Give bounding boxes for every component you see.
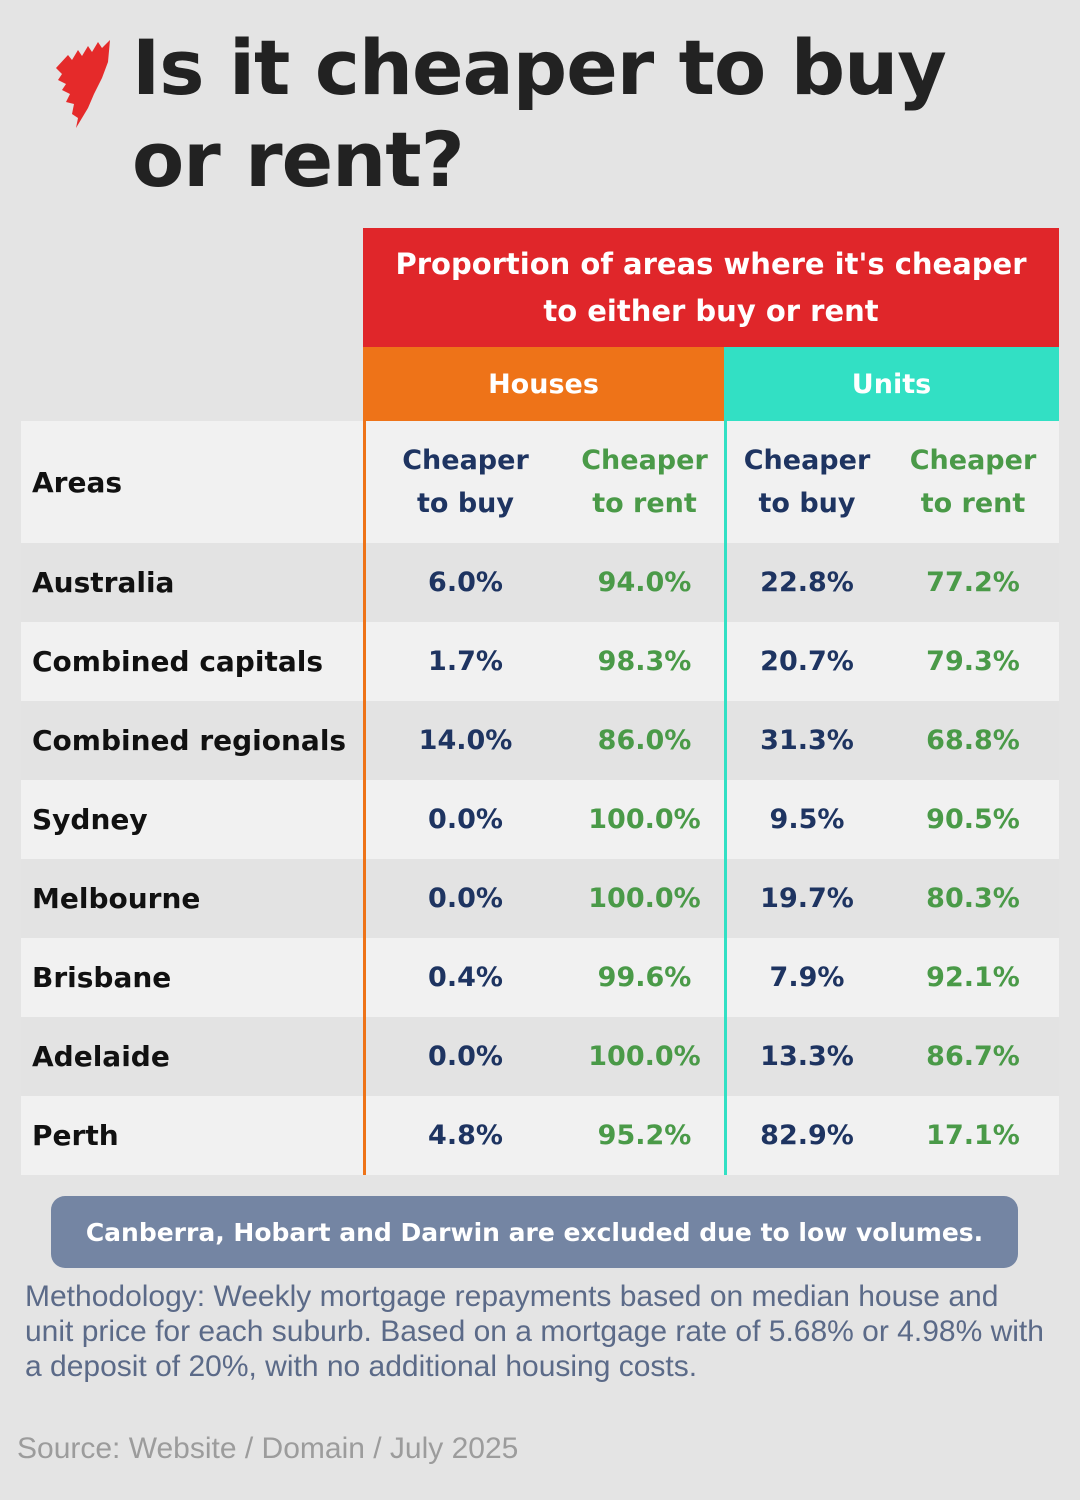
area-name: Brisbane <box>32 961 172 994</box>
units-buy-value: 82.9% <box>724 1096 887 1175</box>
table-header-row: Areas Cheaper to buy Cheaper to rent Cheap… <box>21 421 1059 543</box>
houses-buy-value: 1.7% <box>363 622 565 701</box>
units-buy-value: 9.5% <box>724 780 887 859</box>
column-header-units-buy: Cheaper to buy <box>724 421 887 543</box>
area-name: Perth <box>32 1119 119 1152</box>
houses-buy-value: 4.8% <box>363 1096 565 1175</box>
table-banner: Proportion of areas where it's cheaper t… <box>363 228 1059 347</box>
table-row: Combined capitals 1.7% 98.3% 20.7% 79.3% <box>21 622 1059 701</box>
table-row: Sydney 0.0% 100.0% 9.5% 90.5% <box>21 780 1059 859</box>
houses-rent-value: 95.2% <box>597 1120 692 1151</box>
page-title: Is it cheaper to buy or rent? <box>132 23 947 204</box>
houses-buy-value: 0.0% <box>363 780 565 859</box>
source-text: Source: Website / Domain / July 2025 <box>17 1432 519 1465</box>
houses-rent-value: 100.0% <box>588 883 701 914</box>
area-name: Adelaide <box>32 1040 170 1073</box>
houses-rent-value: 99.6% <box>597 962 692 993</box>
units-rent-value: 86.7% <box>926 1041 1020 1072</box>
units-rent-value: 90.5% <box>926 804 1020 835</box>
column-header-houses-rent: Cheaper to rent <box>581 445 708 519</box>
units-rent-value: 77.2% <box>926 567 1020 598</box>
units-buy-value: 31.3% <box>724 701 887 780</box>
units-buy-value: 7.9% <box>724 938 887 1017</box>
units-rent-value: 17.1% <box>926 1120 1020 1151</box>
area-name: Sydney <box>32 803 148 836</box>
units-buy-value: 13.3% <box>724 1017 887 1096</box>
houses-rent-value: 94.0% <box>597 567 692 598</box>
houses-rent-value: 100.0% <box>588 804 701 835</box>
column-header-units-rent: Cheaper to rent <box>909 445 1037 519</box>
units-buy-value: 22.8% <box>724 543 887 622</box>
area-name: Combined regionals <box>32 724 347 757</box>
houses-rent-value: 86.0% <box>597 725 692 756</box>
column-header-areas: Areas <box>32 465 123 499</box>
houses-rent-value: 100.0% <box>588 1041 701 1072</box>
data-table: Areas Cheaper to buy Cheaper to rent Cheap… <box>21 421 1059 1175</box>
table-row: Combined regionals 14.0% 86.0% 31.3% 68.… <box>21 701 1059 780</box>
houses-buy-value: 0.4% <box>363 938 565 1017</box>
group-header-units: Units <box>724 347 1059 421</box>
houses-buy-value: 6.0% <box>363 543 565 622</box>
units-buy-value: 19.7% <box>724 859 887 938</box>
table-row: Melbourne 0.0% 100.0% 19.7% 80.3% <box>21 859 1059 938</box>
group-header-houses: Houses <box>363 347 724 421</box>
area-name: Combined capitals <box>32 645 323 678</box>
units-rent-value: 80.3% <box>926 883 1020 914</box>
units-buy-value: 20.7% <box>724 622 887 701</box>
houses-rent-value: 98.3% <box>597 646 692 677</box>
column-header-houses-buy: Cheaper to buy <box>363 421 565 543</box>
units-rent-value: 68.8% <box>926 725 1020 756</box>
units-rent-value: 79.3% <box>926 646 1020 677</box>
units-rent-value: 92.1% <box>926 962 1020 993</box>
area-name: Australia <box>32 566 175 599</box>
sbs-logo-icon <box>56 40 110 128</box>
table-row: Perth 4.8% 95.2% 82.9% 17.1% <box>21 1096 1059 1175</box>
table-row: Adelaide 0.0% 100.0% 13.3% 86.7% <box>21 1017 1059 1096</box>
table-row: Australia 6.0% 94.0% 22.8% 77.2% <box>21 543 1059 622</box>
houses-buy-value: 0.0% <box>363 1017 565 1096</box>
houses-buy-value: 0.0% <box>363 859 565 938</box>
exclusion-note: Canberra, Hobart and Darwin are excluded… <box>51 1196 1018 1268</box>
methodology-text: Methodology: Weekly mortgage repayments … <box>25 1280 1044 1383</box>
houses-buy-value: 14.0% <box>363 701 565 780</box>
table-row: Brisbane 0.4% 99.6% 7.9% 92.1% <box>21 938 1059 1017</box>
area-name: Melbourne <box>32 882 201 915</box>
